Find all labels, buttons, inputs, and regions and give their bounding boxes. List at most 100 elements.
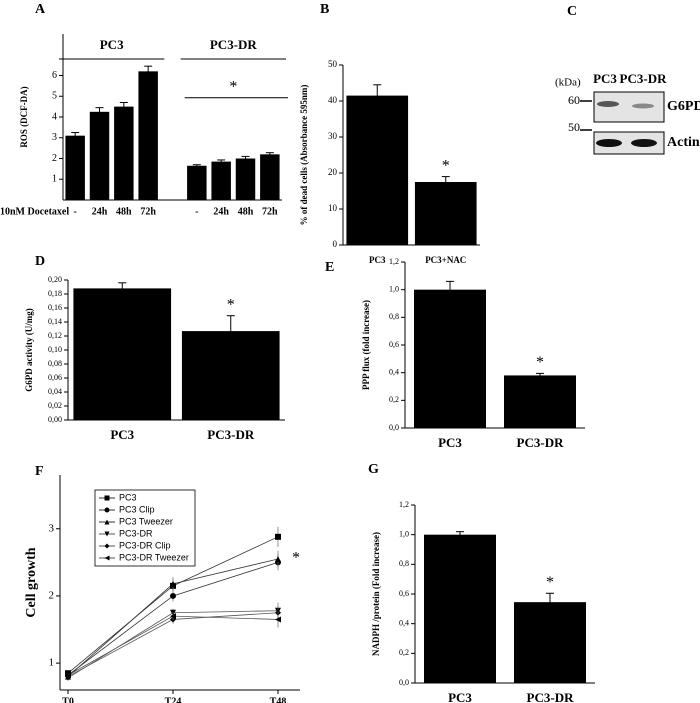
- y-tick-label: 2: [49, 589, 55, 601]
- annotation: *: [229, 78, 237, 95]
- y-tick-label: 0,0: [389, 423, 399, 432]
- protein-label: G6PD: [667, 99, 700, 114]
- y-axis-label: G6PD activity (U/mg): [24, 308, 34, 391]
- band: [631, 139, 657, 147]
- legend-label: PC3: [119, 492, 137, 502]
- y-axis-label: Cell growth: [24, 547, 39, 617]
- y-tick-label: 0,2: [389, 395, 399, 404]
- y-tick-label: 20: [328, 167, 338, 177]
- annotation: *: [536, 354, 544, 371]
- y-tick-label: 5: [52, 91, 57, 102]
- x-tick-label: PC3: [438, 435, 462, 450]
- legend-label: PC3 Clip: [119, 504, 155, 514]
- bar: [414, 182, 477, 245]
- lane-label: PC3-DR: [620, 71, 668, 86]
- y-tick-label: 0,10: [48, 345, 62, 354]
- y-tick-label: 1: [52, 174, 57, 185]
- marker: [65, 672, 71, 679]
- x-tick-label: PC3: [110, 427, 134, 442]
- panel-letter: D: [35, 254, 45, 269]
- y-tick-label: 2: [52, 153, 57, 164]
- x-tick-label: T48: [270, 696, 287, 703]
- y-tick-label: 50: [328, 59, 338, 69]
- x-tick-label: 24h: [213, 206, 229, 217]
- band: [597, 101, 619, 107]
- bar: [187, 165, 207, 200]
- y-tick-label: 0,06: [48, 373, 62, 382]
- bar: [114, 106, 134, 200]
- blot-strip: [593, 131, 665, 155]
- legend-marker: [104, 507, 110, 513]
- y-tick-label: 6: [52, 70, 57, 81]
- panel-letter: A: [35, 2, 46, 17]
- bar: [414, 289, 486, 428]
- y-tick-label: 1,2: [399, 500, 409, 509]
- legend-label: PC3 Tweezer: [119, 516, 173, 526]
- bar: [73, 288, 172, 420]
- annotation: *: [292, 550, 300, 567]
- x-tick-label: -: [195, 206, 198, 217]
- y-tick-label: 1,0: [389, 284, 399, 293]
- x-tick-label: -: [73, 206, 76, 217]
- x-tick-label: 72h: [262, 206, 278, 217]
- x-tick-label: PC3: [448, 690, 472, 703]
- bar: [138, 71, 158, 200]
- x-tick-label: 48h: [116, 206, 132, 217]
- marker: [275, 616, 281, 623]
- y-tick-label: 0,14: [48, 317, 62, 326]
- x-tick-label: T24: [165, 696, 182, 703]
- legend-marker: [104, 531, 110, 537]
- y-tick-label: 0,18: [48, 289, 62, 298]
- y-tick-label: 0,16: [48, 303, 62, 312]
- legend-marker: [104, 519, 110, 525]
- row-label: 10nM Docetaxel: [0, 206, 69, 217]
- y-tick-label: 1,0: [399, 529, 409, 538]
- protein-label: Actin: [667, 135, 700, 150]
- bar: [424, 534, 496, 683]
- x-tick-label: PC3: [369, 255, 386, 265]
- y-tick-label: 0,6: [399, 589, 409, 598]
- y-tick-label: 0,8: [389, 312, 399, 321]
- y-tick-label: 0,20: [48, 275, 62, 284]
- panel-letter: E: [325, 260, 334, 275]
- bar: [65, 135, 85, 200]
- band: [632, 103, 654, 109]
- kda-marker: 50: [568, 120, 580, 134]
- bar: [346, 95, 409, 245]
- annotation: *: [546, 574, 554, 591]
- y-tick-label: 30: [328, 131, 338, 141]
- annotation: *: [227, 296, 235, 313]
- group-label: PC3: [100, 37, 124, 52]
- marker: [275, 555, 281, 562]
- y-tick-label: 0,04: [48, 387, 62, 396]
- legend-label: PC3-DR: [119, 528, 153, 538]
- y-axis-label: % of dead cells (Absorbance 595nm): [299, 85, 309, 226]
- x-tick-label: 72h: [140, 206, 156, 217]
- y-tick-label: 0,2: [399, 648, 409, 657]
- x-tick-label: 48h: [238, 206, 254, 217]
- legend-marker: [104, 555, 110, 561]
- y-tick-label: 0,02: [48, 401, 62, 410]
- blot-unit: (kDa): [555, 77, 581, 89]
- marker: [170, 580, 176, 587]
- y-tick-label: 3: [52, 132, 57, 143]
- bar: [260, 154, 280, 200]
- x-tick-label: PC3-DR: [527, 690, 575, 703]
- y-tick-label: 0: [333, 239, 338, 249]
- band: [596, 139, 622, 147]
- lane-label: PC3: [593, 71, 617, 86]
- series-line: [67, 615, 279, 676]
- blot-strip: [593, 91, 665, 123]
- y-tick-label: 0,0: [399, 678, 409, 687]
- x-tick-label: PC3+NAC: [425, 255, 466, 265]
- panel-letter: G: [368, 462, 379, 477]
- bar: [235, 158, 256, 200]
- y-tick-label: 0,4: [389, 367, 399, 376]
- legend-marker: [104, 543, 110, 549]
- y-axis-label: NADPH /protein (Fold increase): [371, 532, 381, 656]
- x-tick-label: PC3-DR: [207, 427, 255, 442]
- legend-box: [94, 489, 196, 567]
- marker: [275, 533, 281, 540]
- group-label: PC3-DR: [210, 37, 258, 52]
